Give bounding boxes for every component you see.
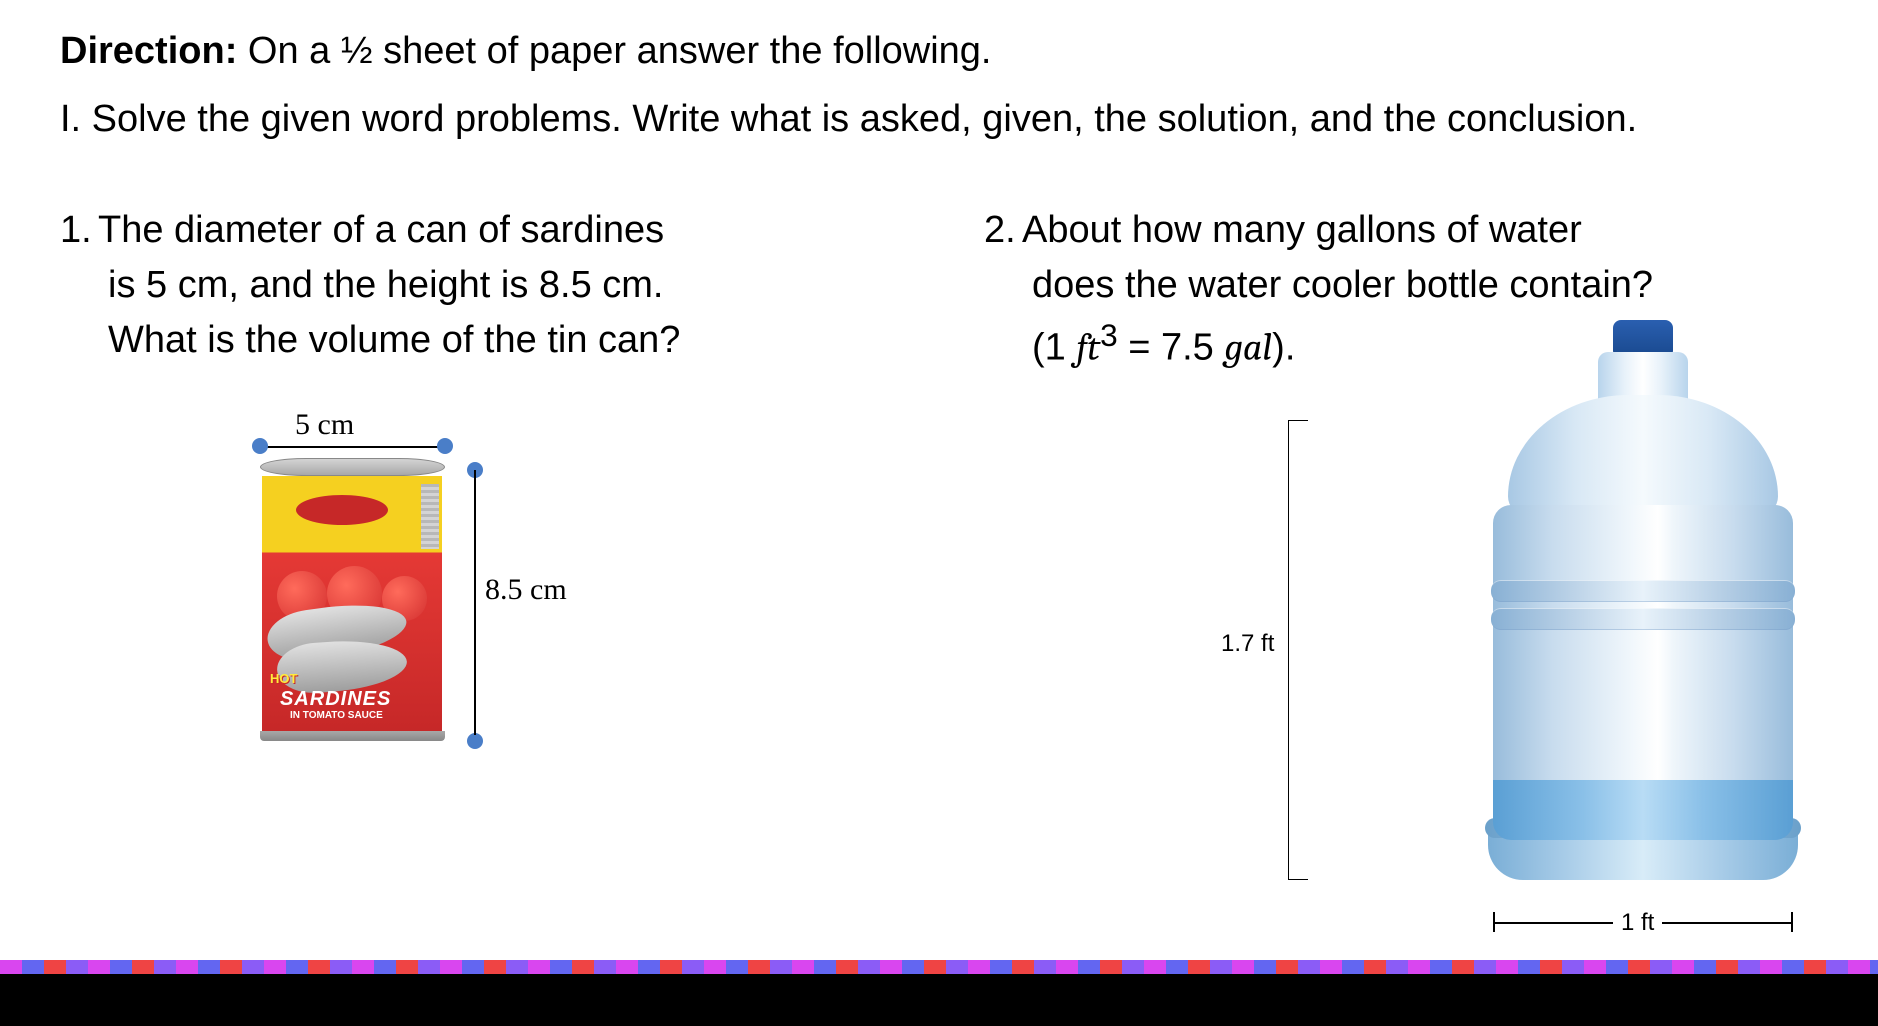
section-instruction: I. Solve the given word problems. Write … bbox=[60, 91, 1818, 148]
bottom-black-strip bbox=[0, 974, 1878, 1026]
can-sauce-text: IN TOMATO SAUCE bbox=[290, 710, 383, 721]
direction-line: Direction: On a ½ sheet of paper answer … bbox=[60, 30, 1818, 73]
sardine-can-graphic: HOT SARDINES IN TOMATO SAUCE bbox=[260, 458, 445, 738]
diameter-line bbox=[260, 446, 445, 448]
can-brand-oval bbox=[292, 491, 392, 529]
bottle-rib bbox=[1491, 580, 1795, 602]
conversion-gal: gal bbox=[1224, 326, 1272, 370]
bottle-width-tick bbox=[1493, 912, 1495, 932]
can-lid bbox=[260, 458, 445, 476]
diameter-label: 5 cm bbox=[295, 408, 354, 442]
dimension-dot bbox=[437, 438, 453, 454]
can-brand-text: SARDINES bbox=[280, 688, 391, 711]
figure-water-bottle: 1.7 ft 1 ft bbox=[1283, 320, 1823, 960]
bottle-rib bbox=[1491, 608, 1795, 630]
bottle-body bbox=[1493, 505, 1793, 815]
height-label: 8.5 cm bbox=[485, 573, 567, 607]
bottle-width-label: 1 ft bbox=[1613, 909, 1662, 937]
bottle-water-level bbox=[1493, 780, 1793, 840]
problem-2-line2: does the water cooler bottle contain? bbox=[1032, 264, 1653, 306]
problem-1-line1: The diameter of a can of sardines bbox=[98, 209, 664, 251]
direction-label: Direction: bbox=[60, 30, 237, 72]
problem-2-number: 2. bbox=[984, 203, 1022, 258]
problem-1-line3: What is the volume of the tin can? bbox=[108, 319, 680, 361]
problem-2-line1: About how many gallons of water bbox=[1022, 209, 1582, 251]
decorative-color-strip bbox=[0, 960, 1878, 974]
bottle-height-label: 1.7 ft bbox=[1221, 630, 1274, 658]
bottle-cap bbox=[1613, 320, 1673, 355]
bottle-width-tick bbox=[1791, 912, 1793, 932]
bottle-height-bracket bbox=[1288, 420, 1308, 880]
water-bottle-graphic: 1 ft bbox=[1463, 320, 1823, 900]
problem-1-line2: is 5 cm, and the height is 8.5 cm. bbox=[108, 264, 664, 306]
figure-sardine-can: 5 cm 8.5 cm bbox=[260, 408, 660, 788]
can-base bbox=[260, 731, 445, 741]
conversion-eq: = 7.5 bbox=[1118, 327, 1225, 369]
problem-1-number: 1. bbox=[60, 203, 98, 258]
can-ribbing bbox=[421, 484, 439, 549]
problem-1-text: 1.The diameter of a can of sardines is 5… bbox=[60, 203, 894, 368]
dimension-dot bbox=[467, 733, 483, 749]
problem-1-body: is 5 cm, and the height is 8.5 cm. What … bbox=[60, 258, 894, 368]
can-hot-text: HOT bbox=[270, 671, 297, 686]
bottle-shoulder bbox=[1508, 395, 1778, 515]
dimension-dot bbox=[252, 438, 268, 454]
conversion-exp: 3 bbox=[1100, 317, 1118, 353]
conversion-open: (1 bbox=[1032, 327, 1076, 369]
problem-1: 1.The diameter of a can of sardines is 5… bbox=[60, 203, 894, 788]
conversion-ft: ft bbox=[1076, 326, 1100, 370]
direction-text: On a ½ sheet of paper answer the followi… bbox=[248, 30, 992, 72]
height-line bbox=[474, 470, 476, 735]
can-body: HOT SARDINES IN TOMATO SAUCE bbox=[262, 476, 442, 731]
